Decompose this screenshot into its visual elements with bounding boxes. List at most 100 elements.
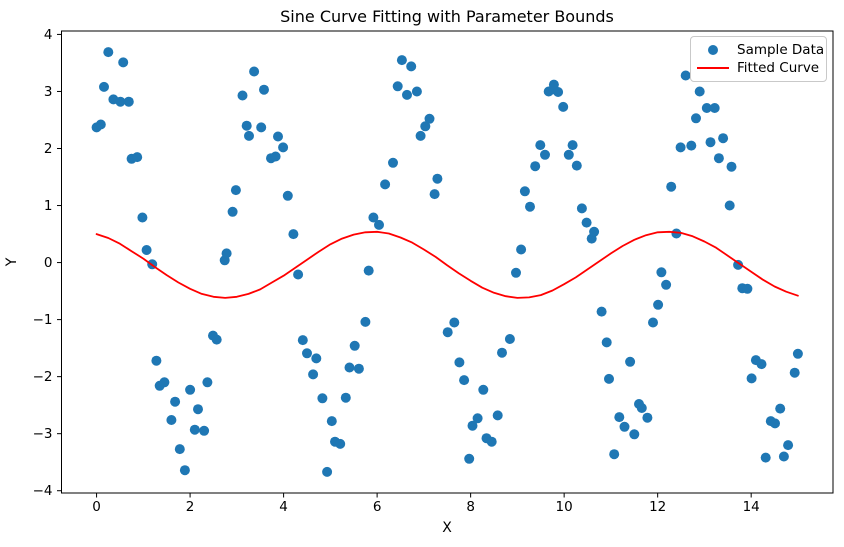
data-point [596,306,607,317]
data-point [691,113,701,124]
data-point [170,396,181,407]
data-point [185,384,196,395]
data-point [388,157,398,168]
legend: Sample Data Fitted Curve [690,36,827,82]
data-point [661,279,672,290]
legend-handle [697,67,729,70]
data-point [326,416,337,427]
data-point [625,356,636,367]
data-point [671,228,682,239]
data-point [402,89,412,100]
data-point [686,140,697,151]
data-point [478,384,489,395]
data-point [141,245,152,255]
legend-label: Sample Data [737,41,825,58]
data-point [293,269,304,280]
data-point [558,101,569,112]
data-point [374,219,384,230]
data-point [563,149,574,160]
data-point [535,140,546,151]
data-point [770,418,780,429]
data-point [179,465,190,476]
data-point [467,420,478,431]
data-point [297,335,308,346]
data-point [553,87,564,97]
data-point [256,122,267,133]
data-point [411,86,422,97]
data-point [244,130,254,141]
data-point [492,410,503,421]
data-point [249,66,260,77]
data-point [308,369,319,380]
data-point [449,317,460,328]
chart-title: Sine Curve Fitting with Parameter Bounds [280,7,614,26]
fitted-curve-marker-icon [697,67,729,70]
data-point [237,90,248,101]
data-point [525,201,535,212]
data-point [159,377,170,388]
data-point [202,377,213,388]
data-point [619,421,630,432]
data-point [497,347,507,358]
data-point [99,81,109,92]
data-point [486,436,497,447]
data-point [675,142,686,153]
y-axis-ticks: −4 −3 −2 −1 0 1 2 3 4 [33,27,62,499]
data-point [396,55,407,66]
data-point [322,466,333,477]
data-point [519,186,530,197]
y-tick-label: −4 [33,483,53,499]
y-tick-label: −1 [33,312,53,328]
data-point [511,267,521,278]
data-point [380,179,391,190]
data-point [424,113,435,124]
data-point [666,181,677,192]
data-point [174,444,185,455]
data-point [95,119,106,130]
data-point [230,185,241,196]
data-point [576,203,587,214]
data-point [137,212,148,223]
data-point [317,393,328,404]
legend-item-sample-data: Sample Data [691,42,826,58]
data-point [227,206,238,217]
data-point [432,173,443,184]
plot-frame [61,30,834,494]
data-point [629,429,640,440]
data-point [504,334,515,344]
data-point [604,373,614,384]
data-point [360,316,371,327]
x-axis-ticks: 0 2 4 6 8 10 12 14 [92,493,760,515]
data-point [709,103,720,113]
data-point [340,392,351,403]
data-point [363,265,374,276]
data-point [123,96,134,107]
data-point [733,259,744,270]
data-point [742,283,753,294]
data-point [581,217,592,228]
data-point [353,363,364,374]
data-point [653,299,664,310]
data-point [132,152,143,163]
data-point [609,449,620,460]
data-point [221,248,232,259]
x-axis-label: X [442,520,452,536]
data-point [713,153,724,164]
data-point [783,440,794,451]
data-point [601,337,612,348]
data-point [726,161,737,172]
data-point [792,348,803,359]
data-point [756,359,767,370]
data-point [241,120,252,131]
data-point [614,412,625,423]
data-point [166,415,177,425]
x-tick-label: 0 [92,499,101,515]
y-tick-label: 0 [44,255,53,271]
data-point [151,355,162,366]
y-tick-label: −3 [33,426,53,442]
data-point [680,70,691,81]
data-point [270,151,281,162]
data-point [454,357,465,368]
sample-data-series [91,47,803,477]
